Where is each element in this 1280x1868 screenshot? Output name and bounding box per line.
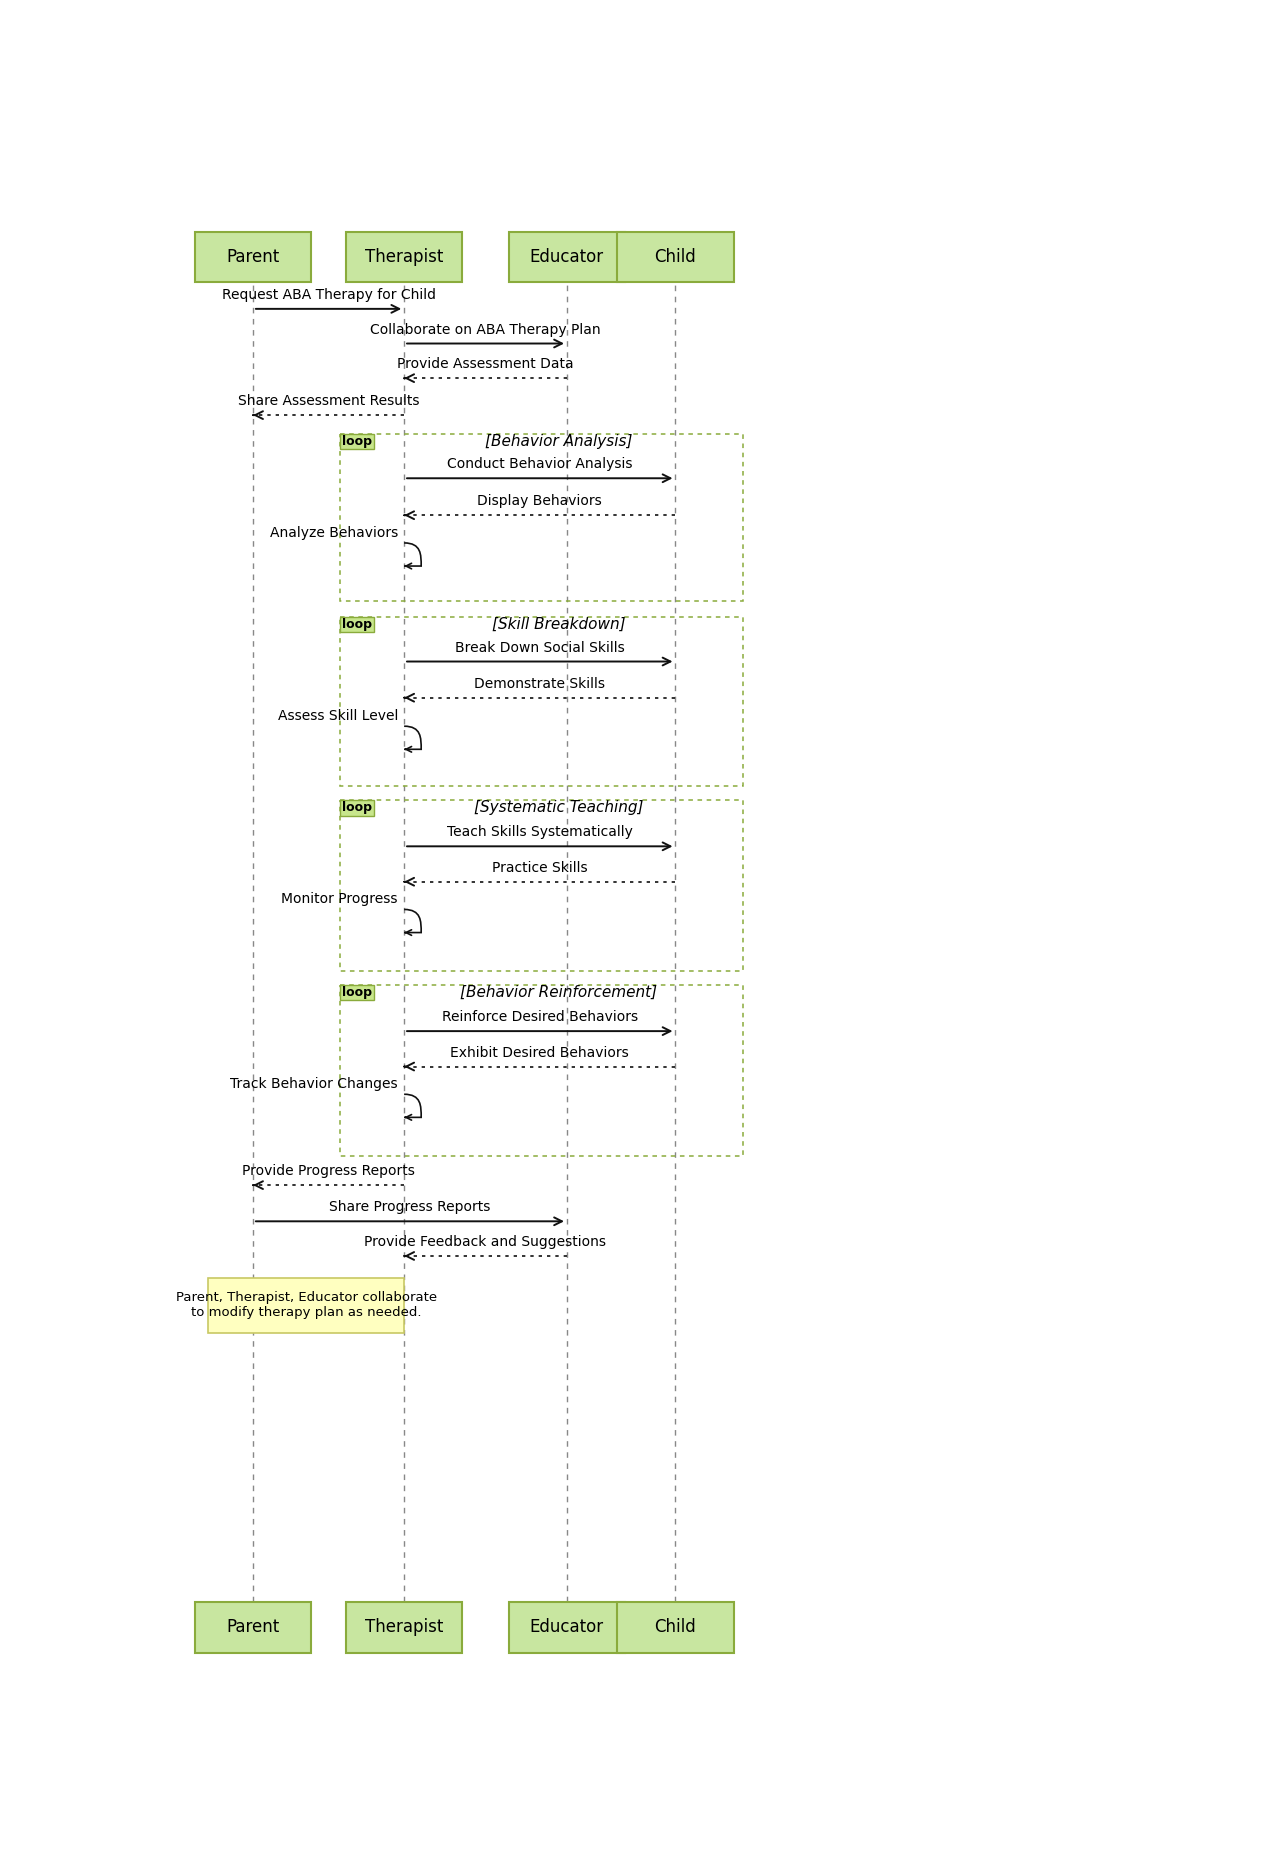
- Text: Monitor Progress: Monitor Progress: [282, 893, 398, 906]
- Text: Reinforce Desired Behaviors: Reinforce Desired Behaviors: [442, 1011, 637, 1024]
- Bar: [617, 232, 733, 282]
- Text: Child: Child: [654, 248, 696, 265]
- Text: Conduct Behavior Analysis: Conduct Behavior Analysis: [447, 458, 632, 471]
- Text: Therapist: Therapist: [365, 248, 443, 265]
- Text: Request ABA Therapy for Child: Request ABA Therapy for Child: [221, 288, 435, 303]
- Text: Analyze Behaviors: Analyze Behaviors: [270, 527, 398, 540]
- Text: Educator: Educator: [530, 1618, 604, 1636]
- Text: Exhibit Desired Behaviors: Exhibit Desired Behaviors: [451, 1046, 630, 1059]
- Bar: [346, 1603, 462, 1653]
- Text: Share Assessment Results: Share Assessment Results: [238, 394, 420, 409]
- Text: [Behavior Reinforcement]: [Behavior Reinforcement]: [460, 984, 657, 999]
- Bar: [339, 616, 742, 786]
- Text: Child: Child: [654, 1618, 696, 1636]
- Text: loop: loop: [342, 986, 372, 999]
- Text: Educator: Educator: [530, 248, 604, 265]
- Text: Provide Progress Reports: Provide Progress Reports: [242, 1164, 415, 1179]
- Text: [Behavior Analysis]: [Behavior Analysis]: [485, 433, 632, 448]
- Text: Assess Skill Level: Assess Skill Level: [278, 710, 398, 723]
- Text: Parent: Parent: [227, 1618, 279, 1636]
- Text: loop: loop: [342, 618, 372, 631]
- Text: [Skill Breakdown]: [Skill Breakdown]: [492, 616, 625, 631]
- Text: [Systematic Teaching]: [Systematic Teaching]: [474, 800, 643, 814]
- Text: Parent: Parent: [227, 248, 279, 265]
- Bar: [339, 984, 374, 1001]
- Text: Parent, Therapist, Educator collaborate
to modify therapy plan as needed.: Parent, Therapist, Educator collaborate …: [175, 1291, 436, 1319]
- Bar: [339, 984, 742, 1156]
- Text: Teach Skills Systematically: Teach Skills Systematically: [447, 826, 632, 839]
- Text: loop: loop: [342, 435, 372, 448]
- Bar: [339, 433, 742, 601]
- Text: Share Progress Reports: Share Progress Reports: [329, 1201, 490, 1214]
- Bar: [339, 800, 374, 816]
- Text: Therapist: Therapist: [365, 1618, 443, 1636]
- Bar: [508, 1603, 625, 1653]
- Text: Demonstrate Skills: Demonstrate Skills: [475, 676, 605, 691]
- Bar: [339, 800, 742, 971]
- Bar: [346, 232, 462, 282]
- Bar: [617, 1603, 733, 1653]
- Text: Collaborate on ABA Therapy Plan: Collaborate on ABA Therapy Plan: [370, 323, 600, 336]
- Bar: [195, 232, 311, 282]
- Text: loop: loop: [342, 801, 372, 814]
- Text: Provide Assessment Data: Provide Assessment Data: [397, 357, 573, 372]
- Text: Track Behavior Changes: Track Behavior Changes: [230, 1078, 398, 1091]
- Text: Provide Feedback and Suggestions: Provide Feedback and Suggestions: [365, 1235, 607, 1250]
- Bar: [339, 616, 374, 631]
- Bar: [508, 232, 625, 282]
- Bar: [339, 433, 374, 448]
- Bar: [209, 1278, 404, 1334]
- Bar: [195, 1603, 311, 1653]
- Text: Break Down Social Skills: Break Down Social Skills: [454, 641, 625, 654]
- Text: Practice Skills: Practice Skills: [492, 861, 588, 874]
- Text: Display Behaviors: Display Behaviors: [477, 495, 602, 508]
